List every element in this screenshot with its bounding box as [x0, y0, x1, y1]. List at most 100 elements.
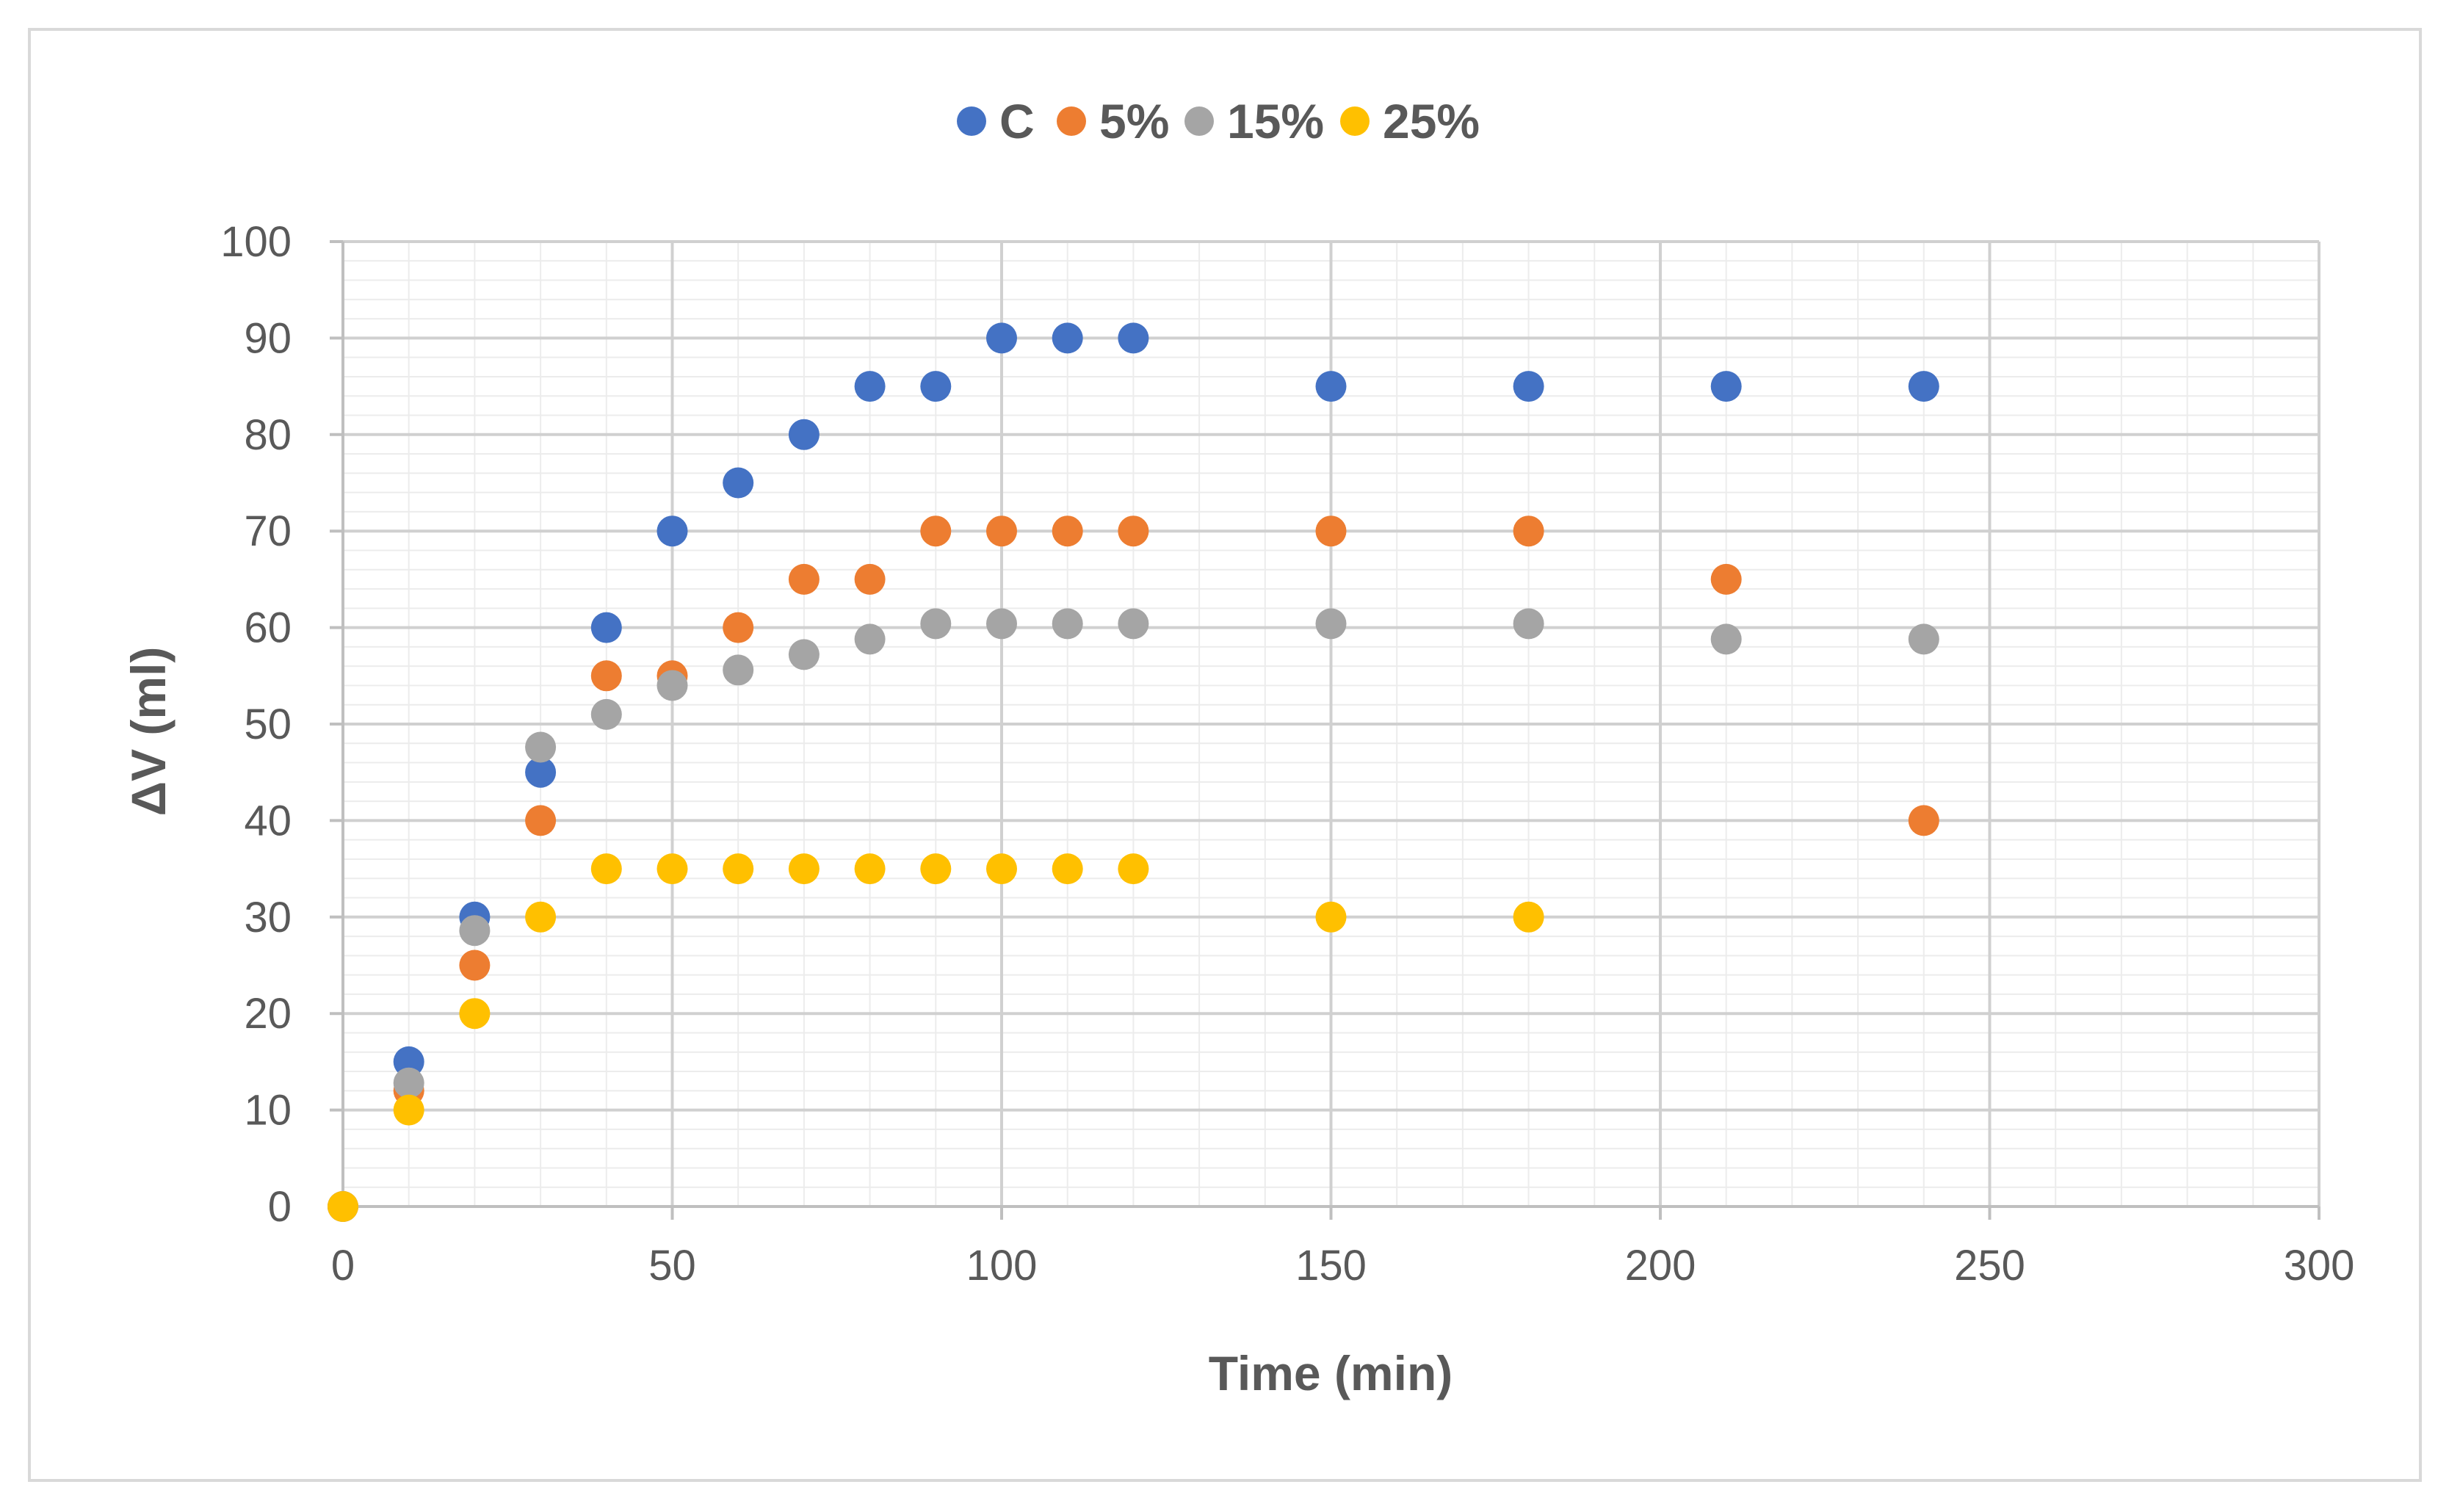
data-point: [854, 853, 886, 885]
y-tick-label: 100: [220, 218, 292, 266]
legend-marker: [957, 106, 986, 136]
y-tick-label: 40: [244, 797, 292, 844]
y-tick-label: 10: [244, 1087, 292, 1135]
data-point: [1513, 371, 1544, 402]
data-point: [1513, 901, 1544, 933]
data-point: [590, 612, 622, 643]
data-point: [1315, 516, 1347, 547]
data-point: [788, 853, 820, 885]
data-point: [986, 322, 1017, 354]
data-point: [1052, 322, 1083, 354]
legend-marker: [1340, 106, 1370, 136]
axis-layer: 0 50 100 150 200 250 300 0 10 20 30 40 50 60 70 80 90 100: [220, 218, 2354, 1289]
x-tick-label: 150: [1295, 1242, 1367, 1289]
data-point: [1052, 608, 1083, 640]
data-point: [723, 467, 754, 499]
data-point: [920, 853, 952, 885]
data-point: [525, 901, 557, 933]
data-point: [1118, 322, 1149, 354]
x-tick-label: 250: [1954, 1242, 2025, 1289]
data-point: [1315, 608, 1347, 640]
y-tick-label: 80: [244, 411, 292, 459]
legend-label: 15%: [1227, 94, 1324, 148]
data-point: [459, 949, 491, 981]
data-point: [723, 853, 754, 885]
points-layer: [328, 322, 1939, 1222]
data-point: [525, 805, 557, 836]
data-point: [525, 756, 557, 788]
y-tick-label: 60: [244, 604, 292, 652]
series-25pct: [328, 853, 1544, 1222]
data-point: [1118, 608, 1149, 640]
legend-item: 5%: [1057, 94, 1169, 148]
data-point: [1908, 371, 1939, 402]
data-point: [920, 608, 952, 640]
grid-layer: [341, 240, 2320, 1208]
x-tick-label: 200: [1625, 1242, 1696, 1289]
legend-marker: [1057, 106, 1086, 136]
legend-item: 15%: [1184, 94, 1324, 148]
data-point: [328, 1191, 358, 1222]
legend-label: C: [999, 94, 1035, 148]
y-axis-title: ΔV (ml): [121, 647, 176, 817]
data-point: [656, 853, 688, 885]
y-tick-label: 20: [244, 990, 292, 1038]
data-point: [1710, 623, 1742, 655]
data-point: [459, 915, 491, 947]
data-point: [393, 1094, 424, 1126]
legend-item: C: [957, 94, 1035, 148]
data-point: [723, 612, 754, 643]
data-point: [854, 563, 886, 595]
y-tick-label: 50: [244, 701, 292, 748]
legend: C 5% 15% 25%: [957, 94, 1480, 148]
data-point: [1710, 371, 1742, 402]
data-point: [1052, 516, 1083, 547]
legend-label: 5%: [1099, 94, 1169, 148]
data-point: [1052, 853, 1083, 885]
series-15pct: [328, 608, 1939, 1222]
data-point: [1513, 516, 1544, 547]
x-tick-label: 50: [648, 1242, 696, 1289]
data-point: [986, 853, 1017, 885]
y-tick-label: 90: [244, 314, 292, 362]
legend-item: 25%: [1340, 94, 1480, 148]
x-tick-label: 0: [331, 1242, 355, 1289]
data-point: [854, 371, 886, 402]
data-point: [656, 670, 688, 701]
data-point: [1315, 371, 1347, 402]
data-point: [590, 698, 622, 730]
data-point: [1710, 563, 1742, 595]
data-point: [920, 516, 952, 547]
data-point: [723, 654, 754, 686]
data-point: [525, 731, 557, 763]
data-point: [920, 371, 952, 402]
data-point: [788, 639, 820, 670]
data-point: [1118, 516, 1149, 547]
data-point: [854, 623, 886, 655]
data-point: [393, 1067, 424, 1099]
data-point: [986, 608, 1017, 640]
x-axis-title: Time (min): [1209, 1346, 1453, 1400]
data-point: [590, 660, 622, 692]
x-tick-label: 100: [966, 1242, 1038, 1289]
y-tick-label: 0: [268, 1183, 292, 1231]
y-tick-label: 70: [244, 507, 292, 555]
chart-frame: [28, 28, 2422, 1482]
legend-marker: [1184, 106, 1214, 136]
data-point: [788, 419, 820, 450]
data-point: [459, 998, 491, 1030]
data-point: [656, 516, 688, 547]
data-point: [590, 853, 622, 885]
y-tick-label: 30: [244, 894, 292, 941]
data-point: [1118, 853, 1149, 885]
data-point: [1315, 901, 1347, 933]
x-tick-label: 300: [2284, 1242, 2355, 1289]
data-point: [788, 563, 820, 595]
data-point: [1513, 608, 1544, 640]
data-point: [1908, 805, 1939, 836]
data-point: [986, 516, 1017, 547]
data-point: [393, 1046, 424, 1077]
data-point: [1908, 623, 1939, 655]
legend-label: 25%: [1383, 94, 1480, 148]
